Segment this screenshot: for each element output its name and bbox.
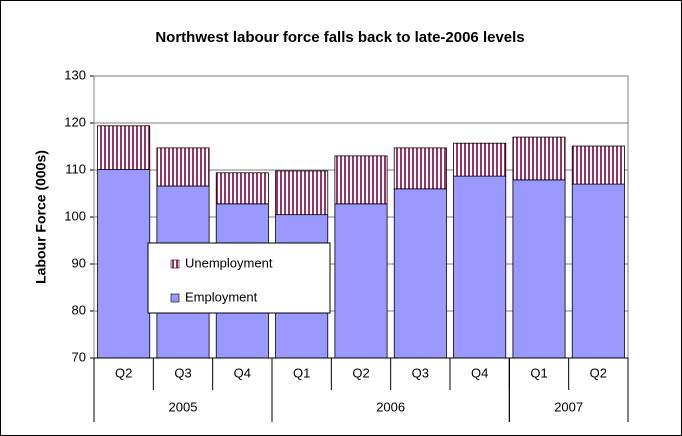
- bar-segment: [97, 125, 151, 170]
- group-label: 2006: [376, 399, 405, 414]
- legend-label: Employment: [185, 289, 258, 304]
- x-tick-label: Q2: [590, 365, 607, 380]
- y-tick-label: 120: [64, 114, 86, 129]
- bar-segment: [571, 183, 625, 359]
- group-label: 2007: [554, 399, 583, 414]
- bar-segment: [275, 170, 329, 216]
- x-tick-label: Q3: [174, 365, 191, 380]
- chart-title: Northwest labour force falls back to lat…: [155, 29, 524, 46]
- y-tick-label: 70: [72, 349, 86, 364]
- bar-segment: [393, 188, 447, 359]
- y-tick-label: 100: [64, 208, 86, 223]
- bar-segment: [512, 136, 566, 181]
- bar-segment: [393, 147, 447, 190]
- bar-segment: [334, 155, 388, 205]
- bar-segment: [156, 147, 210, 187]
- y-tick-label: 80: [72, 302, 86, 317]
- x-tick-label: Q3: [412, 365, 429, 380]
- x-tick-label: Q4: [471, 365, 488, 380]
- x-tick-label: Q2: [115, 365, 132, 380]
- y-tick-label: 110: [65, 161, 86, 176]
- x-tick-label: Q2: [352, 365, 369, 380]
- bar-segment: [97, 169, 151, 359]
- y-axis-label: Labour Force (000s): [33, 150, 49, 284]
- legend-swatch: [170, 293, 180, 303]
- legend-label: Unemployment: [185, 255, 273, 270]
- bar-segment: [453, 142, 507, 177]
- group-label: 2005: [169, 399, 198, 414]
- x-tick-label: Q4: [234, 365, 251, 380]
- legend-swatch: [170, 259, 180, 269]
- x-tick-label: Q1: [293, 365, 310, 380]
- bar-segment: [571, 145, 625, 185]
- bar-segment: [215, 172, 269, 205]
- y-tick-label: 90: [72, 255, 86, 270]
- bar-segment: [512, 179, 566, 359]
- bar-segment: [334, 203, 388, 359]
- bar-segment: [453, 175, 507, 359]
- x-tick-label: Q1: [530, 365, 547, 380]
- y-tick-label: 130: [64, 67, 86, 82]
